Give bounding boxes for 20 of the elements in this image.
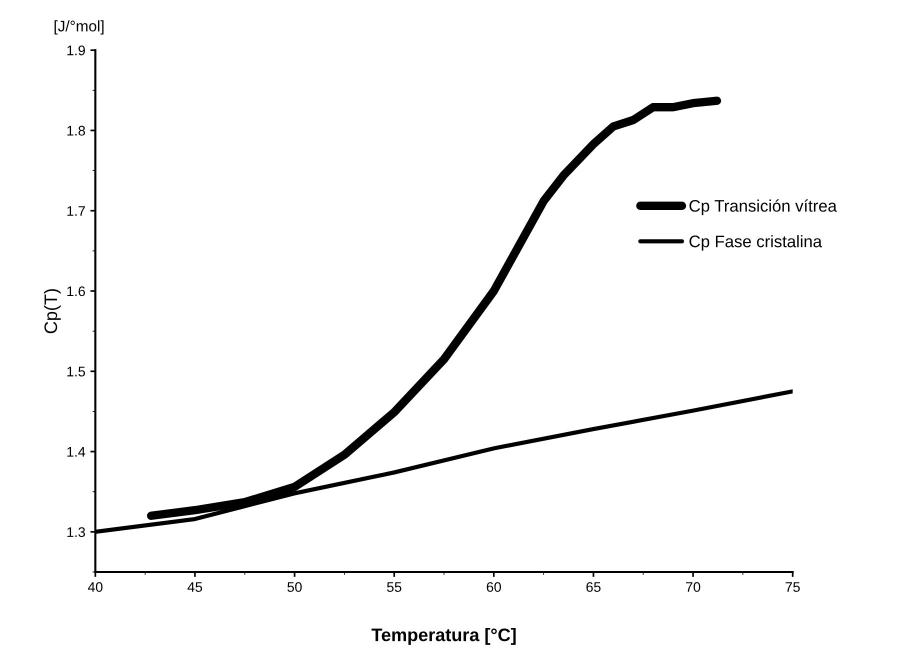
x-tick-label: 45 bbox=[188, 582, 202, 592]
x-tick-label: 55 bbox=[387, 582, 402, 592]
y-tick-label: 1.8 bbox=[67, 126, 86, 136]
x-tick-label: 40 bbox=[88, 582, 103, 592]
y-axis-title: Cp(T) bbox=[44, 289, 61, 334]
y-tick-label: 1.5 bbox=[67, 366, 86, 376]
y-tick-label: 1.9 bbox=[67, 46, 85, 56]
x-tick-label: 75 bbox=[786, 582, 800, 592]
x-tick-label: 60 bbox=[486, 582, 502, 592]
legend-label: Cp Fase cristalina bbox=[690, 235, 822, 251]
y-tick-label: 1.6 bbox=[67, 286, 86, 296]
y-tick-label: 1.4 bbox=[67, 447, 86, 457]
x-tick-label: 50 bbox=[287, 582, 302, 592]
x-axis-title: Temperatura [°C] bbox=[372, 628, 516, 645]
x-tick-label: 65 bbox=[586, 582, 601, 592]
y-tick-label: 1.7 bbox=[67, 206, 85, 216]
y-tick-label: 1.3 bbox=[67, 527, 86, 538]
text: [J/°mol] bbox=[54, 20, 104, 35]
x-tick-label: 70 bbox=[686, 582, 700, 592]
legend-label: Cp Transición vítrea bbox=[690, 199, 837, 216]
